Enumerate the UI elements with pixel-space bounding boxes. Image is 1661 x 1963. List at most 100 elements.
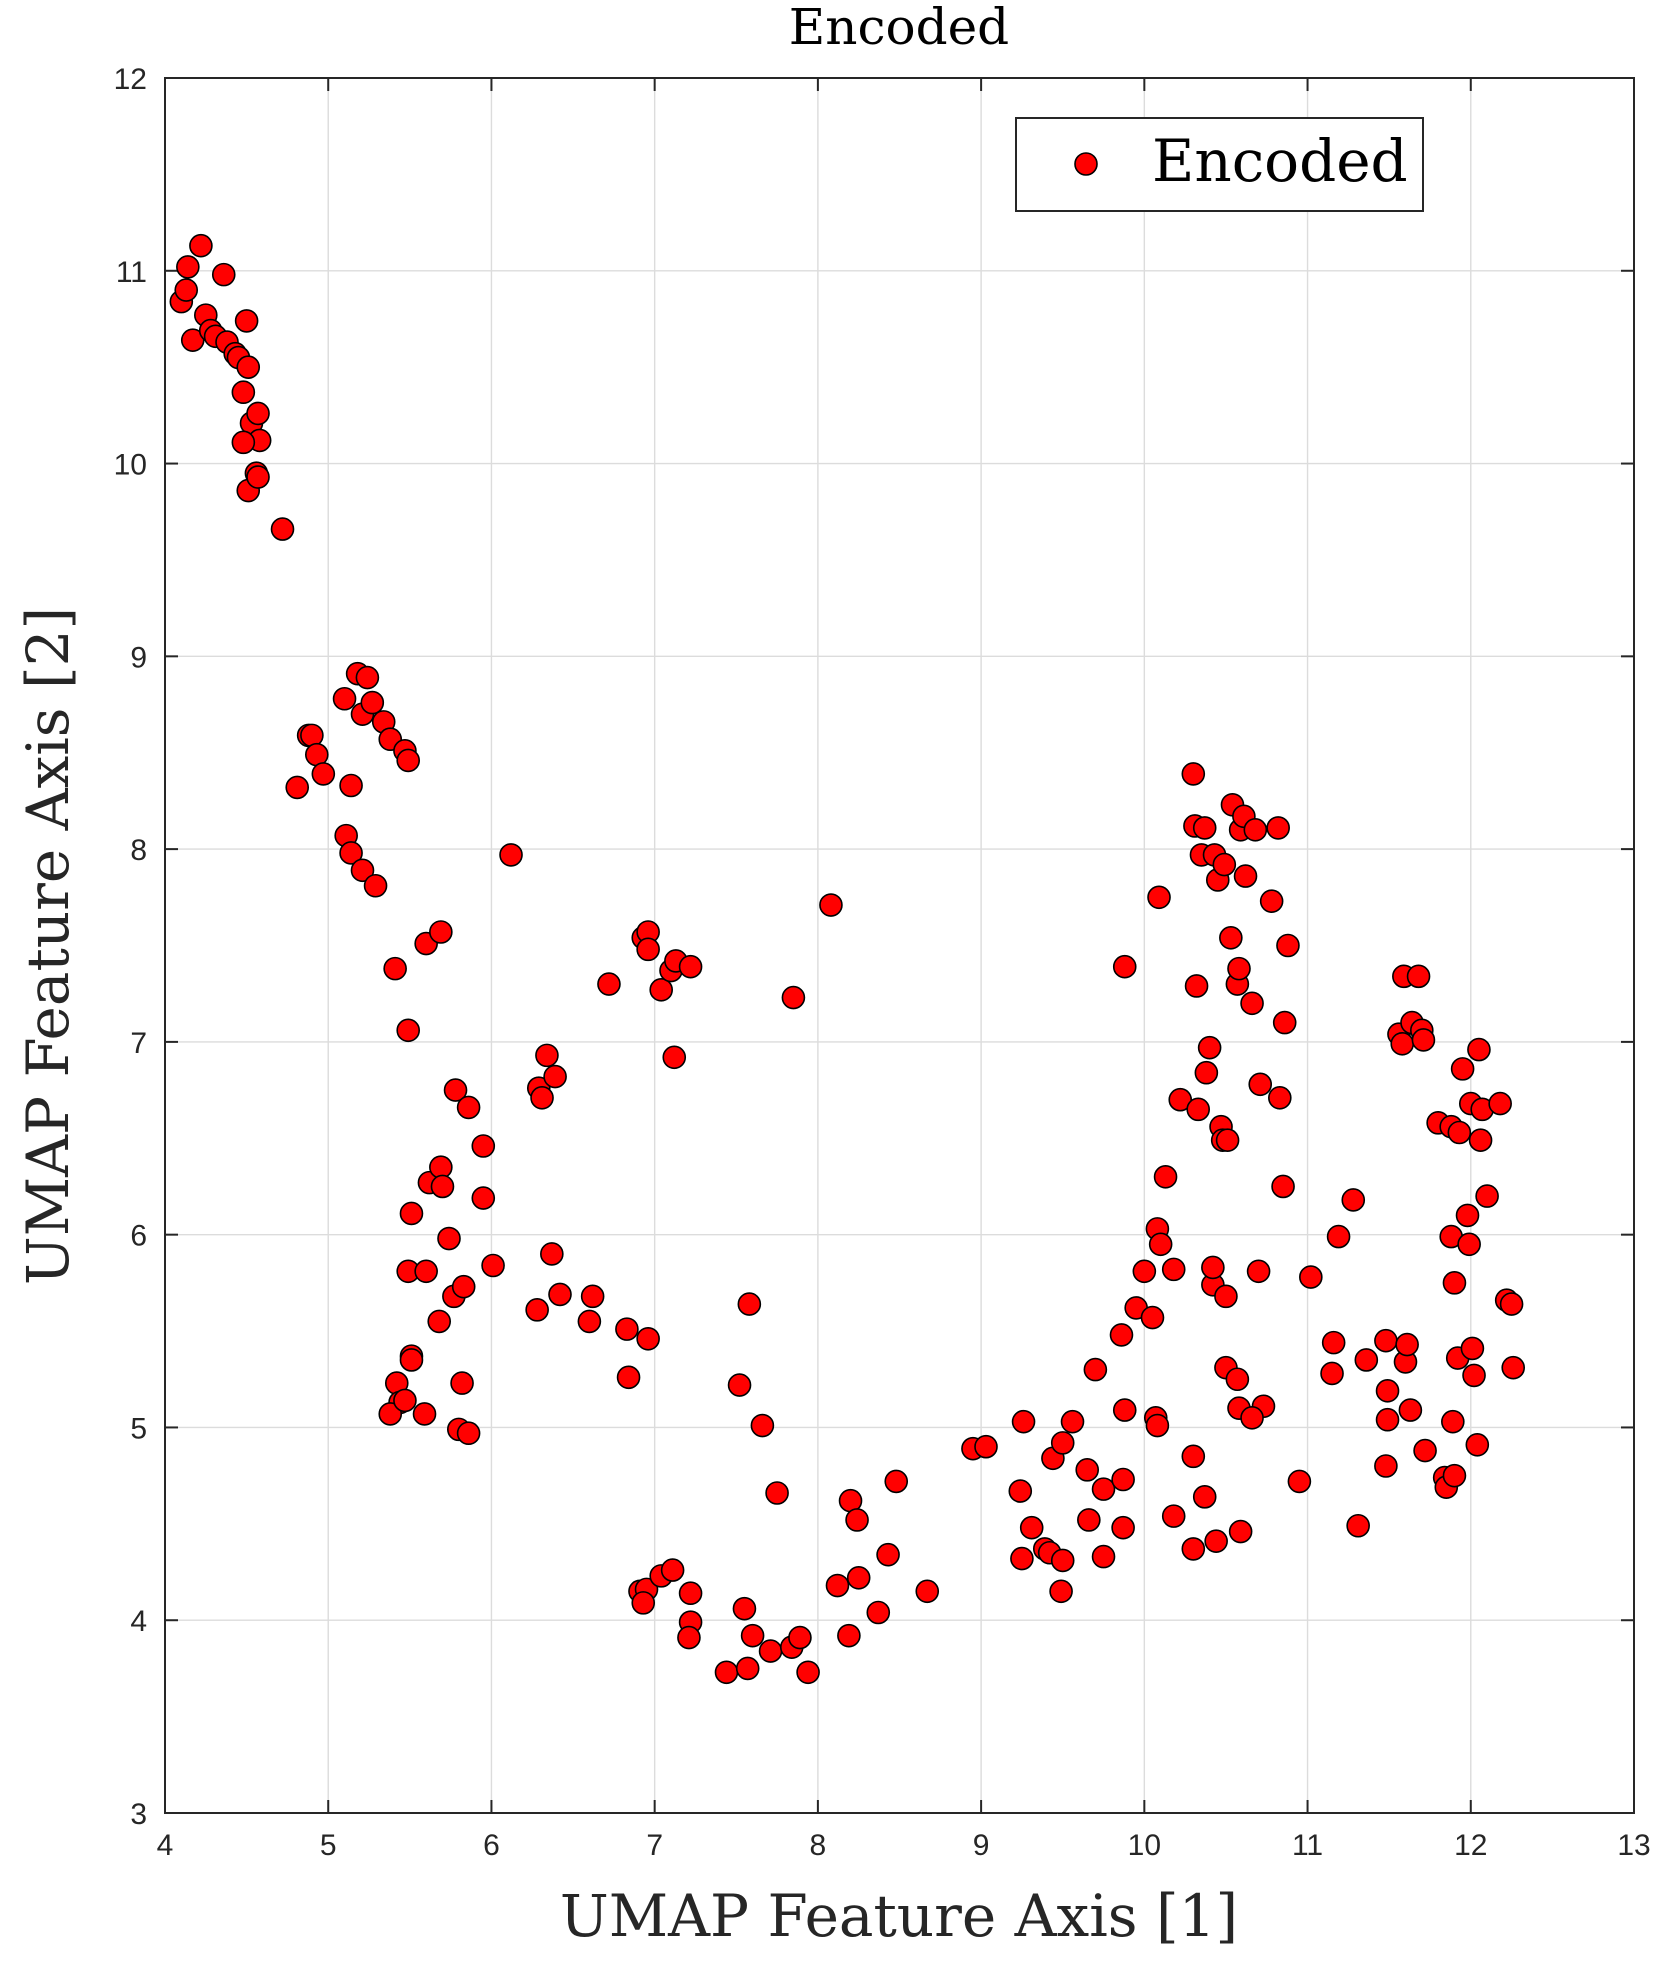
data-point bbox=[1049, 1579, 1073, 1604]
data-point bbox=[1240, 1406, 1264, 1430]
data-point bbox=[270, 517, 295, 541]
data-point bbox=[1442, 1463, 1467, 1488]
x-tick-label: 12 bbox=[1454, 1829, 1487, 1862]
data-point bbox=[443, 1078, 468, 1102]
data-point bbox=[543, 1064, 567, 1089]
data-point bbox=[350, 858, 375, 883]
data-point bbox=[636, 1326, 660, 1351]
data-point bbox=[1147, 885, 1171, 910]
data-point bbox=[1111, 1467, 1135, 1492]
data-point bbox=[1168, 1087, 1193, 1112]
y-tick-label: 6 bbox=[130, 1220, 147, 1253]
data-point bbox=[246, 465, 270, 489]
data-point bbox=[1153, 1165, 1178, 1189]
data-point bbox=[1186, 1097, 1210, 1122]
data-point bbox=[845, 1508, 869, 1532]
data-point bbox=[1346, 1513, 1370, 1538]
legend: Encoded bbox=[1015, 117, 1424, 212]
data-point bbox=[1468, 1128, 1493, 1153]
data-point bbox=[788, 1625, 812, 1650]
data-point bbox=[1240, 991, 1264, 1016]
data-point bbox=[429, 920, 453, 944]
data-point bbox=[1227, 956, 1251, 981]
data-point bbox=[1248, 1072, 1273, 1097]
data-point bbox=[414, 1259, 438, 1284]
data-point bbox=[1457, 1232, 1481, 1257]
data-point bbox=[1413, 1438, 1437, 1463]
plot-area-frame bbox=[164, 77, 1635, 1814]
data-point bbox=[678, 954, 703, 979]
data-point bbox=[231, 380, 256, 405]
data-point bbox=[1398, 1398, 1423, 1422]
data-point bbox=[1442, 1271, 1467, 1295]
y-tick-label: 7 bbox=[130, 1027, 147, 1060]
data-point bbox=[1019, 1515, 1044, 1540]
data-point bbox=[819, 893, 843, 917]
x-tick-label: 4 bbox=[157, 1829, 174, 1862]
data-point bbox=[1228, 1519, 1253, 1544]
data-point bbox=[750, 1413, 775, 1438]
data-point bbox=[540, 1242, 564, 1266]
data-point bbox=[1450, 1057, 1475, 1081]
data-point bbox=[837, 1623, 861, 1648]
data-point bbox=[1395, 1332, 1419, 1357]
data-point bbox=[974, 1434, 998, 1459]
data-point bbox=[548, 1282, 572, 1307]
data-point bbox=[1259, 889, 1284, 913]
data-point bbox=[1140, 1305, 1165, 1330]
data-point bbox=[355, 665, 380, 690]
data-point bbox=[1266, 816, 1290, 840]
data-point bbox=[451, 1274, 476, 1299]
data-point bbox=[765, 1481, 789, 1505]
data-point bbox=[246, 401, 270, 426]
legend-marker bbox=[1074, 152, 1098, 176]
data-point bbox=[399, 1201, 424, 1226]
data-point bbox=[1197, 1035, 1222, 1060]
data-point bbox=[866, 1600, 891, 1625]
data-point bbox=[211, 262, 236, 287]
x-tick-label: 9 bbox=[973, 1829, 990, 1862]
data-point bbox=[339, 773, 363, 798]
data-point bbox=[1083, 1357, 1108, 1382]
data-point bbox=[1112, 1398, 1137, 1422]
data-point bbox=[1112, 954, 1137, 979]
x-tick-label: 13 bbox=[1617, 1829, 1650, 1862]
y-axis-title: UMAP Feature Axis [2] bbox=[14, 607, 82, 1285]
data-point bbox=[1460, 1336, 1485, 1361]
data-point bbox=[1375, 1379, 1400, 1403]
data-point bbox=[1050, 1548, 1075, 1573]
data-point bbox=[677, 1625, 701, 1650]
data-point bbox=[1455, 1203, 1480, 1228]
data-point bbox=[631, 1591, 656, 1615]
data-point bbox=[1132, 1259, 1157, 1284]
data-point bbox=[189, 233, 213, 258]
data-point bbox=[1181, 1537, 1206, 1561]
data-point bbox=[1488, 1091, 1512, 1116]
data-point bbox=[649, 978, 673, 1002]
data-point bbox=[1447, 1120, 1472, 1145]
data-point bbox=[311, 762, 336, 786]
data-point bbox=[1204, 1529, 1228, 1553]
data-point bbox=[846, 1566, 871, 1590]
x-tick-label: 5 bbox=[320, 1829, 337, 1862]
data-point bbox=[360, 690, 385, 715]
data-point bbox=[1181, 762, 1206, 786]
data-point bbox=[412, 1402, 437, 1426]
data-point bbox=[876, 1542, 900, 1567]
data-point bbox=[1276, 933, 1300, 958]
data-point bbox=[1111, 1515, 1135, 1540]
data-point bbox=[1148, 1232, 1173, 1257]
data-point bbox=[1441, 1409, 1465, 1434]
data-point bbox=[915, 1579, 940, 1604]
data-point bbox=[740, 1623, 765, 1648]
y-tick-label: 11 bbox=[116, 256, 147, 289]
data-point bbox=[1075, 1458, 1100, 1482]
data-point bbox=[456, 1095, 481, 1120]
y-tick-label: 10 bbox=[114, 449, 147, 482]
data-point bbox=[636, 937, 660, 962]
data-point bbox=[1271, 1174, 1295, 1199]
data-point bbox=[580, 1284, 605, 1309]
data-point bbox=[176, 255, 200, 279]
data-point bbox=[796, 1660, 820, 1685]
data-point bbox=[735, 1656, 760, 1681]
